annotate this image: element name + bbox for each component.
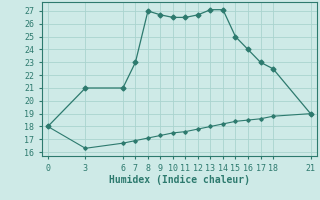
X-axis label: Humidex (Indice chaleur): Humidex (Indice chaleur) xyxy=(109,175,250,185)
